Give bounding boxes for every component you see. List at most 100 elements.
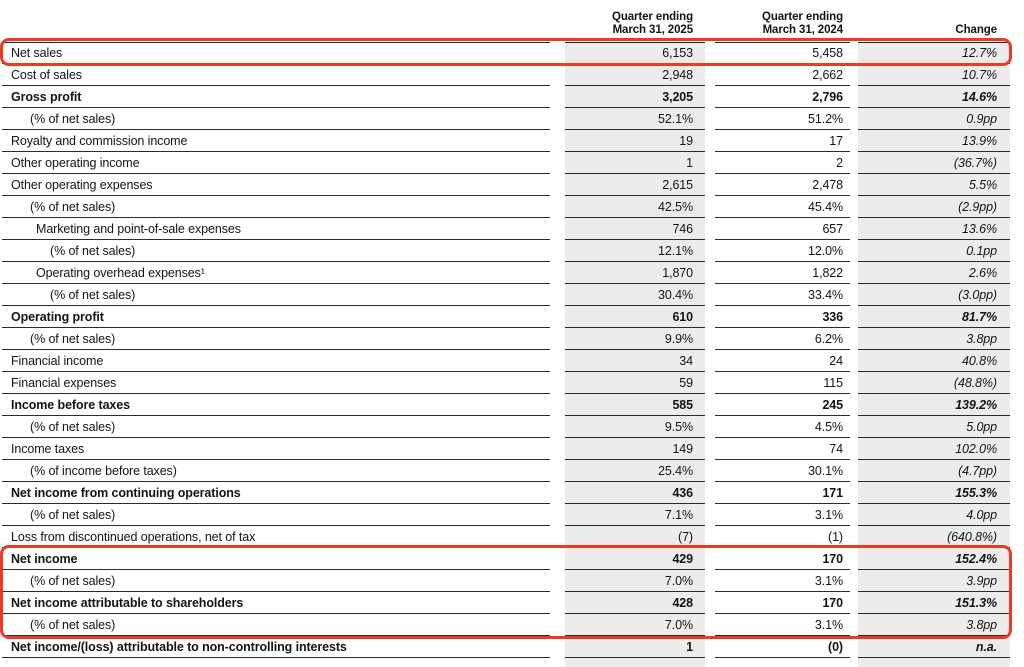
column-gap [705, 174, 715, 196]
row-label: Net income from continuing operations [11, 485, 241, 500]
column-gap [550, 372, 565, 394]
change-cell: 3.8pp [858, 614, 1010, 636]
value-2024-cell: 2 [715, 152, 850, 174]
column-gap [705, 636, 715, 658]
change-cell: 151.3% [858, 592, 1010, 614]
change-cell: 152.4% [858, 548, 1010, 570]
row-label: (% of net sales) [30, 331, 116, 346]
clipped-2025-cell [565, 658, 705, 667]
column-gap [550, 416, 565, 438]
table-row: Net sales 6,153 5,458 12.7% [2, 42, 1024, 64]
column-gap [850, 614, 858, 636]
change-cell: 155.3% [858, 482, 1010, 504]
column-gap [705, 592, 715, 614]
column-gap [705, 328, 715, 350]
row-label-cell: Financial expenses [2, 372, 550, 394]
value-2025-cell: 7.1% [565, 504, 705, 526]
value-2024-cell: (0) [715, 636, 850, 658]
change-cell: 12.7% [858, 42, 1010, 64]
column-gap [705, 416, 715, 438]
value-2025-cell: 1 [565, 636, 705, 658]
value-2025-cell: 428 [565, 592, 705, 614]
change-cell: 3.8pp [858, 328, 1010, 350]
column-gap [705, 240, 715, 262]
column-gap [705, 130, 715, 152]
table-row: Net income attributable to shareholders … [2, 592, 1024, 614]
row-label-cell: (% of income before taxes) [2, 460, 550, 482]
change-cell: 139.2% [858, 394, 1010, 416]
value-2024-cell: 30.1% [715, 460, 850, 482]
value-2024-cell: 12.0% [715, 240, 850, 262]
value-2025-cell: 2,615 [565, 174, 705, 196]
row-label-cell: Income taxes [2, 438, 550, 460]
change-cell: 81.7% [858, 306, 1010, 328]
column-gap [705, 548, 715, 570]
row-label-cell: Financial income [2, 350, 550, 372]
column-gap [850, 438, 858, 460]
column-gap [705, 350, 715, 372]
column-gap [705, 394, 715, 416]
column-gap [705, 570, 715, 592]
column-gap [550, 284, 565, 306]
row-label: (% of net sales) [30, 573, 116, 588]
column-gap [550, 592, 565, 614]
row-label: (% of income before taxes) [30, 463, 177, 478]
value-2025-cell: 9.5% [565, 416, 705, 438]
column-gap [705, 526, 715, 548]
table-row: Income taxes 149 74 102.0% [2, 438, 1024, 460]
column-gap [850, 174, 858, 196]
value-2024-cell: 170 [715, 592, 850, 614]
value-2025-cell: 436 [565, 482, 705, 504]
row-label: Net income attributable to shareholders [11, 595, 244, 610]
table-row: (% of net sales) 7.0% 3.1% 3.9pp [2, 570, 1024, 592]
row-label-cell: Income before taxes [2, 394, 550, 416]
table-row: (% of net sales) 9.5% 4.5% 5.0pp [2, 416, 1024, 438]
column-gap [550, 438, 565, 460]
column-gap [850, 658, 858, 667]
row-label: Operating profit [11, 309, 104, 324]
column-gap [850, 636, 858, 658]
table-row: Other operating income 1 2 (36.7%) [2, 152, 1024, 174]
column-gap [850, 262, 858, 284]
column-gap [850, 240, 858, 262]
column-gap [550, 658, 565, 667]
column-gap [550, 174, 565, 196]
change-cell: (48.8%) [858, 372, 1010, 394]
row-label-cell: (% of net sales) [2, 614, 550, 636]
row-label: Loss from discontinued operations, net o… [11, 529, 256, 544]
column-gap [550, 152, 565, 174]
row-label-cell: (% of net sales) [2, 240, 550, 262]
row-label-cell: Net income attributable to shareholders [2, 592, 550, 614]
column-gap [550, 350, 565, 372]
column-gap [850, 196, 858, 218]
value-2024-cell: 3.1% [715, 504, 850, 526]
table-row: (% of net sales) 7.0% 3.1% 3.8pp [2, 614, 1024, 636]
table-header-row: Quarter ending March 31, 2025 Quarter en… [2, 0, 1024, 42]
column-gap [705, 42, 715, 64]
column-gap [550, 570, 565, 592]
header-quarter-2025: Quarter ending March 31, 2025 [611, 11, 693, 36]
column-gap [550, 240, 565, 262]
value-2025-cell: 25.4% [565, 460, 705, 482]
column-gap [705, 108, 715, 130]
column-gap [850, 394, 858, 416]
clipped-label-cell [2, 658, 550, 667]
column-gap [850, 284, 858, 306]
value-2025-cell: 610 [565, 306, 705, 328]
table-row: Income before taxes 585 245 139.2% [2, 394, 1024, 416]
row-label: Cost of sales [11, 67, 82, 82]
value-2025-cell: 149 [565, 438, 705, 460]
column-gap [850, 570, 858, 592]
change-cell: 10.7% [858, 64, 1010, 86]
table-row: Financial expenses 59 115 (48.8%) [2, 372, 1024, 394]
value-2024-cell: 3.1% [715, 614, 850, 636]
column-gap [550, 328, 565, 350]
value-2025-cell: 585 [565, 394, 705, 416]
value-2024-cell: 74 [715, 438, 850, 460]
column-gap [850, 130, 858, 152]
column-gap [705, 614, 715, 636]
table-row: Net income/(loss) attributable to non-co… [2, 636, 1024, 658]
table-row: (% of net sales) 12.1% 12.0% 0.1pp [2, 240, 1024, 262]
row-label-cell: Marketing and point-of-sale expenses [2, 218, 550, 240]
